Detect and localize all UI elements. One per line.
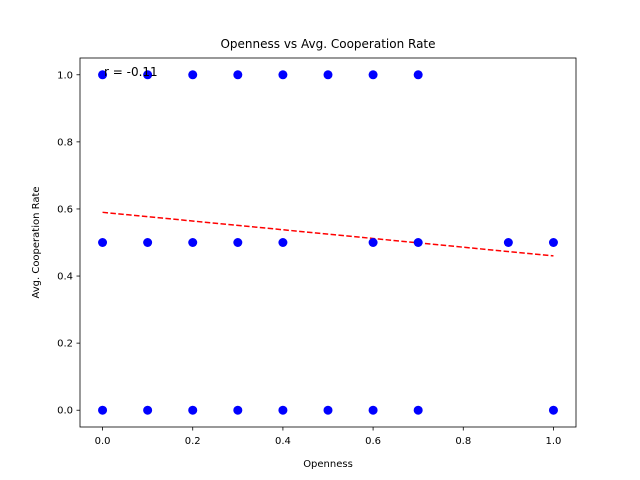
data-point [233, 70, 243, 80]
y-tick-label: 0.4 [57, 272, 73, 283]
x-tick-label: 0.4 [275, 436, 291, 447]
data-point [278, 405, 288, 415]
y-axis: 0.0 0.2 0.4 0.6 0.8 1.0 [57, 70, 80, 417]
data-point [188, 405, 198, 415]
data-point [98, 238, 108, 247]
plot-area [80, 58, 576, 427]
data-point [548, 238, 558, 247]
y-tick-label: 0.6 [57, 204, 73, 215]
data-point [323, 70, 333, 80]
x-tick-label: 0.0 [95, 436, 111, 447]
data-point [368, 405, 378, 415]
data-point [188, 238, 198, 247]
y-axis-label: Avg. Cooperation Rate [31, 186, 42, 298]
chart-title: Openness vs Avg. Cooperation Rate [220, 37, 435, 51]
data-point [323, 405, 333, 415]
x-axis-label: Openness [303, 459, 353, 470]
y-tick-label: 1.0 [57, 70, 73, 81]
y-tick-label: 0.8 [57, 137, 73, 148]
x-axis: 0.0 0.2 0.4 0.6 0.8 1.0 [95, 427, 562, 447]
data-point [143, 238, 153, 247]
correlation-annotation: r = -0.11 [104, 65, 158, 79]
data-point [503, 238, 513, 247]
x-tick-label: 1.0 [546, 436, 562, 447]
data-point [413, 238, 423, 247]
data-point [368, 70, 378, 80]
x-tick-label: 0.8 [455, 436, 471, 447]
data-point [188, 70, 198, 80]
data-point [278, 238, 288, 247]
data-point [143, 405, 153, 415]
data-point [278, 70, 288, 80]
x-tick-label: 0.2 [185, 436, 201, 447]
data-point [98, 70, 108, 80]
axes-frame [79, 57, 577, 428]
y-tick-label: 0.0 [57, 406, 73, 417]
data-point [368, 238, 378, 247]
data-point [548, 405, 558, 415]
y-tick-label: 0.2 [57, 339, 73, 350]
x-tick-label: 0.6 [365, 436, 381, 447]
data-point [413, 405, 423, 415]
data-point [413, 70, 423, 80]
points-layer [98, 70, 558, 415]
data-point [143, 70, 153, 80]
trend-line [102, 211, 554, 257]
data-point [98, 405, 108, 415]
data-point [233, 405, 243, 415]
data-point [233, 238, 243, 247]
trend-layer [102, 211, 554, 257]
